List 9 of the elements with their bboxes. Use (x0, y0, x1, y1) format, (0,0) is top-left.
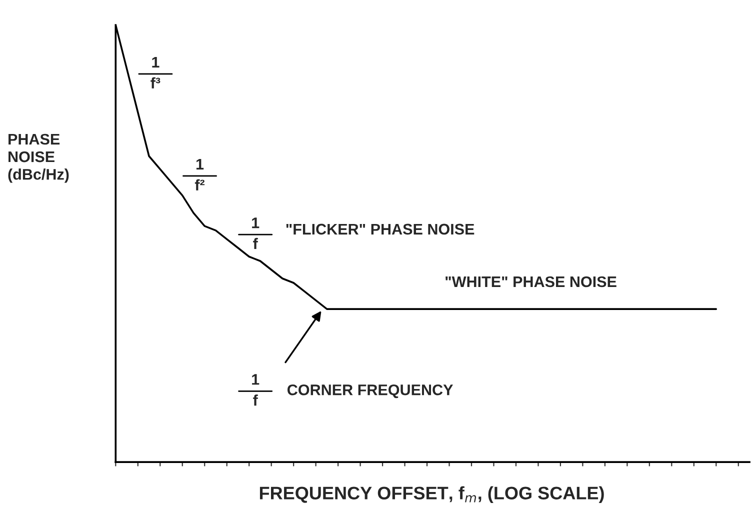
annotation: "FLICKER" PHASE NOISE (286, 224, 474, 235)
y-axis-title: PHASE NOISE (dBc/Hz) (8, 134, 69, 183)
annotation: 1 f² (194, 158, 205, 190)
annotation: 1 f³ (150, 56, 160, 88)
annotation: "WHITE" PHASE NOISE (446, 276, 616, 288)
annotation: CORNER FREQUENCY (288, 384, 454, 398)
annotation: 1 f (252, 374, 260, 406)
x-axis-title: FREQUENCY OFFSET, f$_{m}$, (LOG SCALE) (260, 486, 604, 504)
annotation: 1 f (252, 218, 260, 249)
